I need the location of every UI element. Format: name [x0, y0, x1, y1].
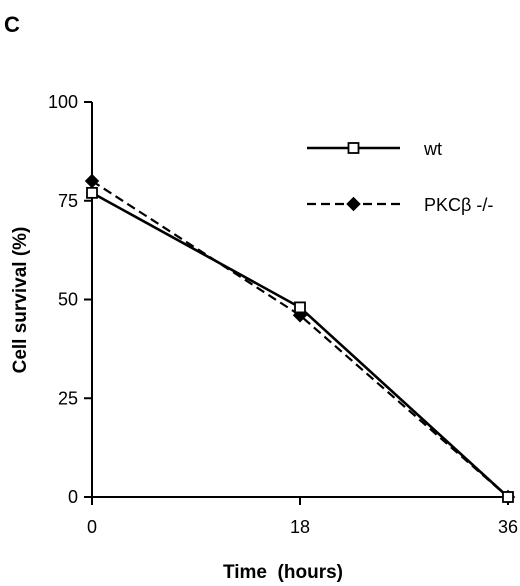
legend-label: wt: [423, 139, 442, 159]
data-point-1: [84, 173, 100, 189]
x-tick-label: 0: [87, 517, 97, 537]
y-tick-label: 100: [48, 92, 78, 112]
y-axis-title: Cell survival (%): [10, 227, 31, 374]
legend-marker: [346, 196, 361, 212]
data-point-0: [86, 186, 98, 199]
y-tick-label: 50: [58, 290, 78, 310]
x-axis-title: Time (hours): [223, 562, 343, 583]
legend-label: PKCβ -/-: [424, 195, 493, 215]
y-tick-label: 0: [68, 487, 78, 507]
data-point-0: [502, 491, 514, 503]
y-tick-label: 25: [58, 388, 78, 408]
y-tick-label: 75: [58, 191, 78, 211]
x-tick-label: 18: [290, 517, 310, 537]
panel-letter: C: [4, 12, 20, 37]
legend-marker: [347, 142, 360, 154]
plot-area: 0 25 50 75 100 0 18 36: [48, 92, 518, 537]
legend: wt PKCβ -/-: [307, 139, 493, 215]
data-point-0: [294, 301, 306, 314]
series-line-0: [91, 191, 509, 498]
x-tick-label: 36: [498, 517, 518, 537]
